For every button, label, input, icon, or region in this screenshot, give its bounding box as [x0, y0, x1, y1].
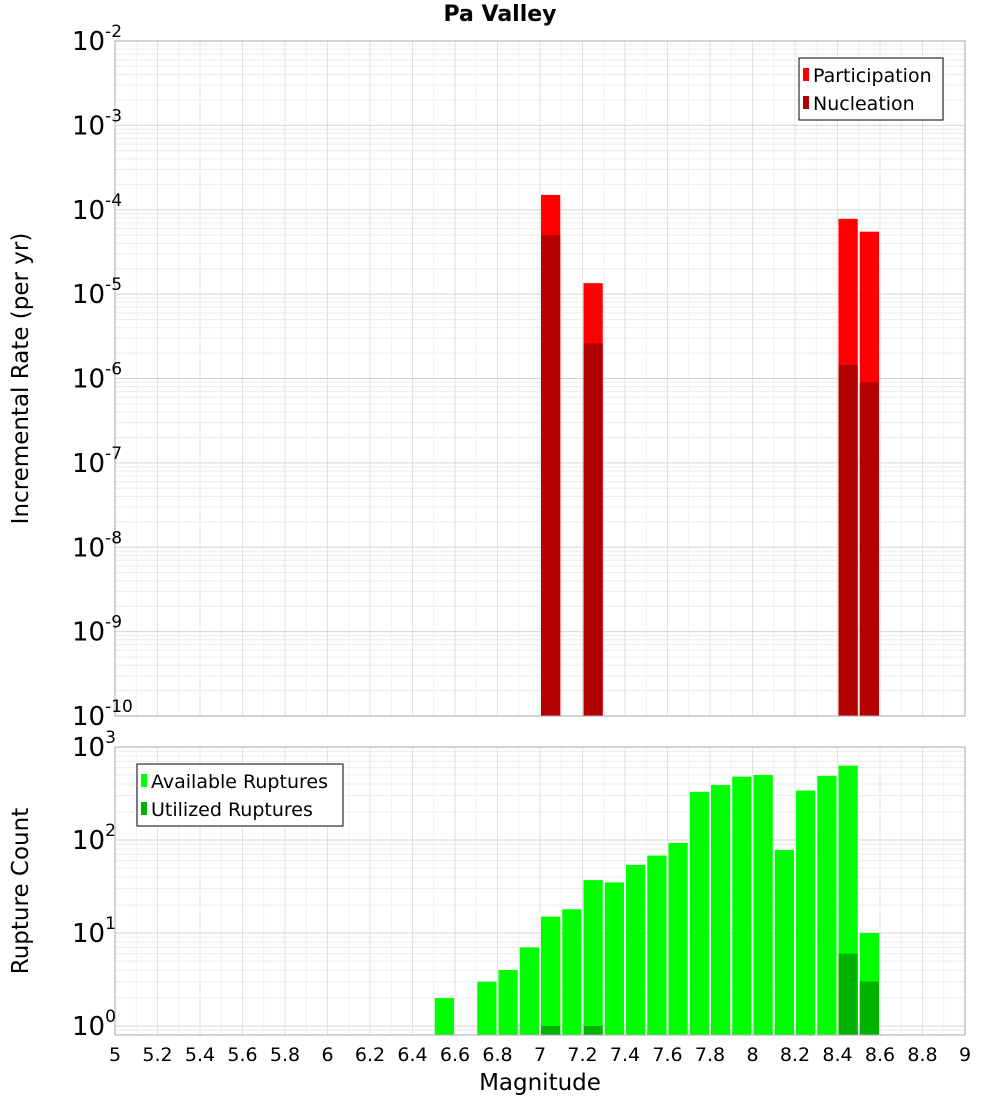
bar-available-ruptures	[519, 947, 539, 1035]
y-tick-label: 100	[72, 1007, 116, 1042]
x-tick-label: 8.2	[780, 1044, 810, 1066]
bar-available-ruptures	[732, 776, 752, 1035]
y-tick-label: 10-10	[72, 697, 133, 732]
x-tick-label: 5.2	[142, 1044, 172, 1066]
x-tick-label: 9	[959, 1044, 971, 1066]
bar-available-ruptures	[434, 997, 454, 1035]
x-tick-label: 6	[321, 1044, 333, 1066]
chart-title: Pa Valley	[443, 2, 557, 27]
bar-utilized-ruptures	[583, 1025, 603, 1035]
y-tick-label: 10-9	[72, 613, 122, 648]
bar-nucleation	[541, 235, 561, 716]
bar-available-ruptures	[541, 916, 561, 1035]
x-tick-label: 5	[109, 1044, 121, 1066]
x-tick-label: 8	[746, 1044, 758, 1066]
x-tick-label: 8.8	[907, 1044, 937, 1066]
y-tick-label: 10-3	[72, 106, 122, 141]
y-axis-label: Rupture Count	[8, 808, 34, 974]
plot-border	[114, 40, 966, 717]
legend-label: Available Ruptures	[151, 771, 328, 793]
y-tick-label: 10-7	[72, 444, 122, 479]
legend-box	[798, 57, 944, 121]
x-tick-label: 8.4	[822, 1044, 852, 1066]
bar-available-ruptures	[774, 850, 794, 1035]
bar-available-ruptures	[477, 981, 497, 1035]
y-tick-label: 10-6	[72, 360, 122, 395]
x-tick-label: 5.6	[227, 1044, 257, 1066]
legend: Available Ruptures Utilized Ruptures	[136, 763, 344, 827]
x-tick-label: 7.8	[695, 1044, 725, 1066]
bar-available-ruptures	[753, 774, 773, 1035]
legend-swatch	[803, 68, 809, 81]
bar-available-ruptures	[604, 882, 624, 1035]
y-tick-label: 10-2	[72, 22, 122, 57]
bar-available-ruptures	[498, 969, 518, 1035]
x-tick-label: 7.4	[610, 1044, 640, 1066]
bar-available-ruptures	[583, 880, 603, 1035]
bar-nucleation	[859, 382, 879, 716]
bar-available-ruptures	[647, 855, 667, 1035]
x-tick-label: 5.4	[185, 1044, 215, 1066]
bar-available-ruptures	[626, 864, 646, 1035]
bar-available-ruptures	[689, 791, 709, 1035]
y-tick-label: 103	[72, 728, 116, 763]
legend-swatch	[803, 96, 809, 109]
x-tick-label: 7	[534, 1044, 546, 1066]
bar-utilized-ruptures	[859, 981, 879, 1035]
legend-label: Utilized Ruptures	[151, 799, 313, 821]
legend-label: Nucleation	[813, 93, 915, 115]
legend-swatch	[141, 774, 147, 787]
y-axis-label: Incremental Rate (per yr)	[8, 233, 34, 525]
x-tick-label: 7.2	[567, 1044, 597, 1066]
legend-label: Participation	[813, 65, 932, 87]
y-tick-label: 10-8	[72, 528, 122, 563]
x-tick-label: 5.8	[270, 1044, 300, 1066]
x-tick-label: 6.8	[482, 1044, 512, 1066]
bar-utilized-ruptures	[541, 1025, 561, 1035]
legend: Participation Nucleation	[798, 57, 944, 121]
bar-available-ruptures	[796, 790, 816, 1035]
bar-available-ruptures	[711, 785, 731, 1035]
x-tick-label: 8.6	[865, 1044, 895, 1066]
bar-available-ruptures	[817, 775, 837, 1035]
x-tick-label: 6.2	[355, 1044, 385, 1066]
y-tick-label: 101	[72, 914, 116, 949]
x-tick-label: 7.6	[652, 1044, 682, 1066]
bar-utilized-ruptures	[838, 953, 858, 1035]
plot-border	[114, 746, 966, 1036]
y-tick-label: 10-4	[72, 191, 122, 226]
legend-box	[136, 763, 344, 827]
x-axis-label: Magnitude	[479, 1070, 601, 1096]
bar-nucleation	[583, 343, 603, 716]
legend-swatch	[141, 802, 147, 815]
x-tick-label: 6.6	[440, 1044, 470, 1066]
y-tick-label: 10-5	[72, 275, 122, 310]
x-tick-label: 6.4	[397, 1044, 427, 1066]
bar-nucleation	[838, 364, 858, 716]
y-tick-label: 102	[72, 821, 116, 856]
bar-available-ruptures	[668, 842, 688, 1035]
bar-available-ruptures	[562, 909, 582, 1035]
